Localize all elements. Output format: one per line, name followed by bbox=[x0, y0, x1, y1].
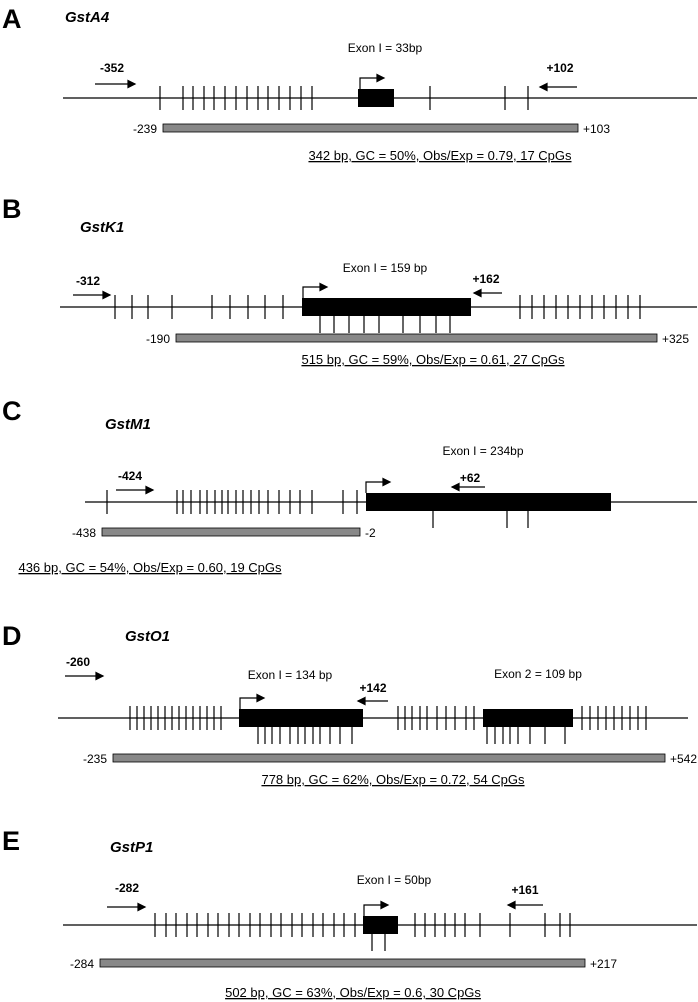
tss-arrow bbox=[365, 481, 386, 493]
island-end: +217 bbox=[590, 957, 617, 971]
exon-label: Exon I = 234bp bbox=[442, 444, 523, 458]
tss-arrow bbox=[359, 77, 380, 89]
arrow-head bbox=[95, 671, 105, 681]
forward-primer: -282 bbox=[115, 881, 139, 895]
forward-primer: -312 bbox=[76, 274, 100, 288]
island-summary: 342 bp, GC = 50%, Obs/Exp = 0.79, 17 CpG… bbox=[308, 148, 572, 163]
island-summary: 515 bp, GC = 59%, Obs/Exp = 0.61, 27 CpG… bbox=[301, 352, 565, 367]
reverse-primer: +102 bbox=[546, 61, 573, 75]
arrow-head bbox=[127, 79, 137, 89]
arrow-head bbox=[256, 693, 266, 703]
island-end: -2 bbox=[365, 526, 376, 540]
cpg-island bbox=[99, 958, 586, 968]
panel-letter: B bbox=[2, 194, 22, 224]
island-summary: 502 bp, GC = 63%, Obs/Exp = 0.6, 30 CpGs bbox=[225, 985, 481, 1000]
reverse-primer: +161 bbox=[511, 883, 538, 897]
arrow-head bbox=[376, 73, 386, 83]
island-start: -235 bbox=[83, 752, 107, 766]
panel-letter: C bbox=[2, 396, 22, 426]
arrow-head bbox=[356, 696, 366, 706]
arrow-head bbox=[450, 482, 460, 492]
island-end: +542 bbox=[670, 752, 697, 766]
exon-label: Exon I = 134 bp bbox=[248, 668, 333, 682]
reverse-primer: +162 bbox=[472, 272, 499, 286]
gene-name: GstP1 bbox=[110, 839, 153, 856]
gene-name: GstK1 bbox=[80, 219, 124, 236]
tss-arrow bbox=[239, 697, 260, 709]
arrow-head bbox=[145, 485, 155, 495]
exon bbox=[363, 916, 398, 934]
reverse-primer: +62 bbox=[460, 471, 481, 485]
forward-primer: -352 bbox=[100, 61, 124, 75]
exon bbox=[483, 709, 573, 727]
island-start: -190 bbox=[146, 332, 170, 346]
cpg-island bbox=[175, 333, 658, 343]
gene-name: GstO1 bbox=[125, 628, 170, 645]
forward-primer: -424 bbox=[118, 469, 142, 483]
panel-letter: D bbox=[2, 621, 22, 651]
arrow-head bbox=[472, 288, 482, 298]
exon bbox=[366, 493, 611, 511]
exon-label: Exon I = 159 bp bbox=[343, 261, 428, 275]
island-start: -438 bbox=[72, 526, 96, 540]
exon-label: Exon 2 = 109 bp bbox=[494, 667, 582, 681]
exon bbox=[239, 709, 363, 727]
island-start: -239 bbox=[133, 122, 157, 136]
panel-letter: E bbox=[2, 826, 20, 856]
island-start: -284 bbox=[70, 957, 94, 971]
island-end: +103 bbox=[583, 122, 610, 136]
exon-label: Exon I = 50bp bbox=[357, 873, 432, 887]
tss-arrow bbox=[302, 286, 323, 298]
gene-name: GstM1 bbox=[105, 416, 151, 433]
arrow-head bbox=[319, 282, 329, 292]
reverse-primer: +142 bbox=[359, 681, 386, 695]
cpg-island bbox=[101, 527, 361, 537]
forward-primer: -260 bbox=[66, 655, 90, 669]
island-summary: 436 bp, GC = 54%, Obs/Exp = 0.60, 19 CpG… bbox=[18, 560, 282, 575]
exon bbox=[302, 298, 471, 316]
exon-label: Exon I = 33bp bbox=[348, 41, 423, 55]
arrow-head bbox=[506, 900, 516, 910]
arrow-head bbox=[102, 290, 112, 300]
panel-letter: A bbox=[2, 4, 22, 34]
tss-arrow bbox=[363, 904, 384, 916]
arrow-head bbox=[382, 477, 392, 487]
gene-name: GstA4 bbox=[65, 9, 110, 26]
cpg-island bbox=[162, 123, 579, 133]
arrow-head bbox=[380, 900, 390, 910]
cpg-island bbox=[112, 753, 666, 763]
arrow-head bbox=[538, 82, 548, 92]
arrow-head bbox=[137, 902, 147, 912]
exon bbox=[358, 89, 394, 107]
island-end: +325 bbox=[662, 332, 689, 346]
island-summary: 778 bp, GC = 62%, Obs/Exp = 0.72, 54 CpG… bbox=[261, 772, 525, 787]
